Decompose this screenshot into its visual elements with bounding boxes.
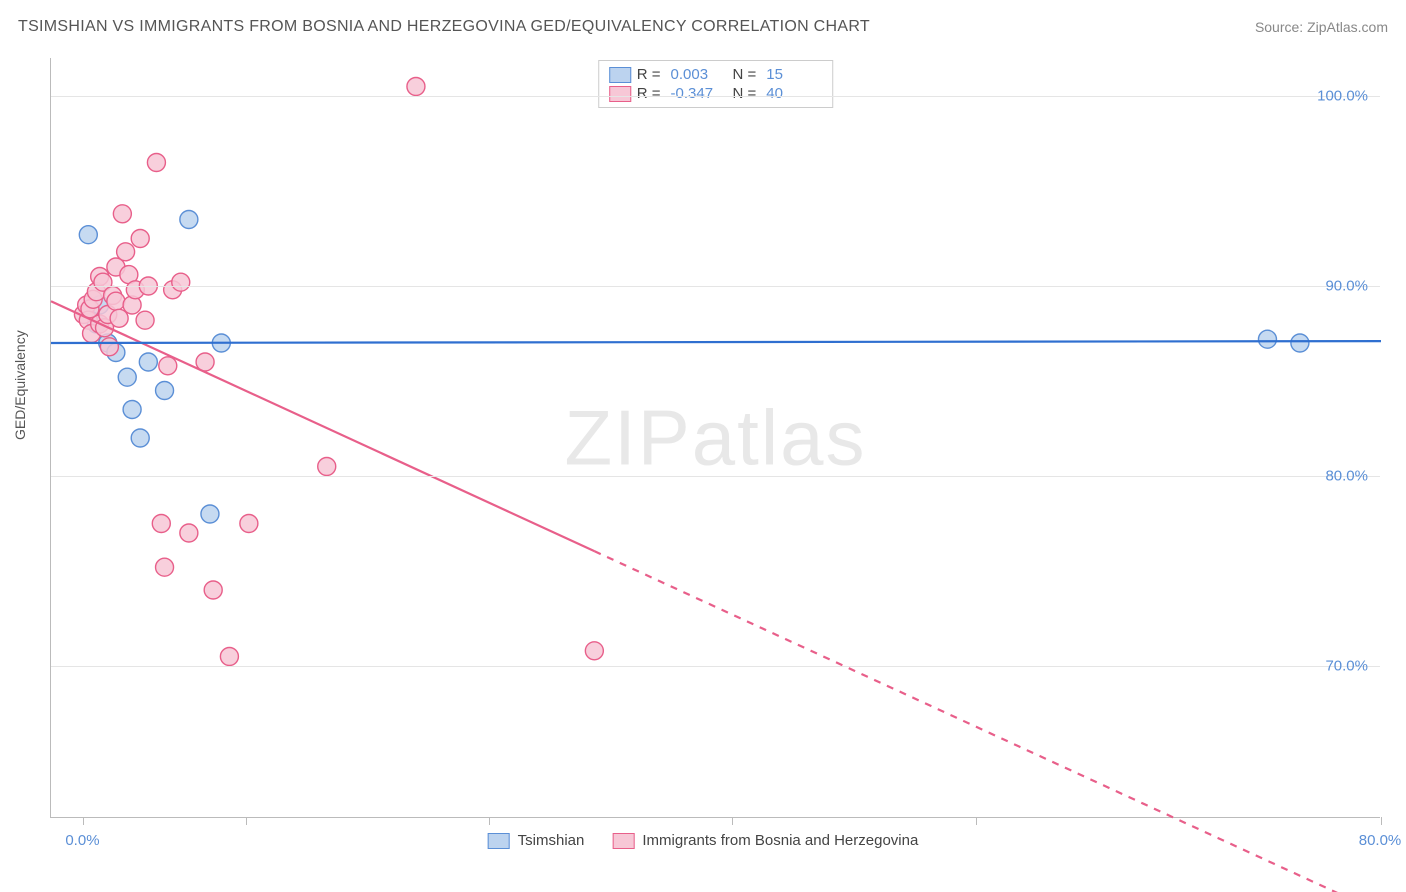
legend-swatch — [609, 67, 631, 83]
data-point — [100, 338, 118, 356]
data-point — [1291, 334, 1309, 352]
n-label: N = — [733, 85, 757, 102]
gridline — [51, 666, 1380, 667]
data-point — [180, 211, 198, 229]
source-label: Source: ZipAtlas.com — [1255, 19, 1388, 35]
gridline — [51, 476, 1380, 477]
data-point — [201, 505, 219, 523]
y-tick-label: 100.0% — [1317, 88, 1368, 105]
r-label: R = — [637, 85, 661, 102]
data-point — [172, 273, 190, 291]
data-point — [156, 382, 174, 400]
data-point — [180, 524, 198, 542]
trend-line — [51, 341, 1381, 343]
legend-swatch — [488, 833, 510, 849]
x-tick-label-right: 80.0% — [1359, 832, 1402, 849]
data-point — [240, 515, 258, 533]
gridline — [51, 96, 1380, 97]
legend-series-item: Immigrants from Bosnia and Herzegovina — [612, 832, 918, 849]
data-point — [123, 401, 141, 419]
x-tick — [732, 817, 733, 825]
legend-series-label: Tsimshian — [518, 832, 585, 849]
legend-series: Tsimshian Immigrants from Bosnia and Herz… — [488, 832, 919, 849]
data-point — [117, 243, 135, 261]
legend-swatch — [612, 833, 634, 849]
n-label: N = — [733, 66, 757, 83]
x-tick — [489, 817, 490, 825]
data-point — [147, 154, 165, 172]
legend-row: R = -0.347 N = 40 — [609, 84, 823, 103]
data-point — [159, 357, 177, 375]
r-value: 0.003 — [671, 66, 727, 83]
title-bar: TSIMSHIAN VS IMMIGRANTS FROM BOSNIA AND … — [18, 18, 1388, 36]
gridline — [51, 286, 1380, 287]
x-tick — [83, 817, 84, 825]
legend-row: R = 0.003 N = 15 — [609, 65, 823, 84]
data-point — [204, 581, 222, 599]
legend-series-item: Tsimshian — [488, 832, 585, 849]
trend-line — [51, 301, 594, 551]
x-tick — [976, 817, 977, 825]
data-point — [136, 311, 154, 329]
data-point — [131, 230, 149, 248]
data-point — [113, 205, 131, 223]
data-point — [79, 226, 97, 244]
data-point — [118, 368, 136, 386]
data-point — [156, 558, 174, 576]
x-tick-label-left: 0.0% — [65, 832, 99, 849]
plot-svg — [51, 58, 1380, 817]
legend-swatch — [609, 86, 631, 102]
plot-area: ZIPatlas R =0.003N =15R =-0.347N =40 70.… — [50, 58, 1380, 818]
y-tick-label: 80.0% — [1325, 468, 1368, 485]
data-point — [220, 648, 238, 666]
y-tick-label: 90.0% — [1325, 278, 1368, 295]
x-tick — [1381, 817, 1382, 825]
data-point — [107, 292, 125, 310]
n-value: 15 — [766, 66, 822, 83]
data-point — [152, 515, 170, 533]
r-value: -0.347 — [671, 85, 727, 102]
x-tick — [246, 817, 247, 825]
y-axis-label: GED/Equivalency — [12, 330, 28, 440]
data-point — [318, 458, 336, 476]
legend-series-label: Immigrants from Bosnia and Herzegovina — [642, 832, 918, 849]
data-point — [131, 429, 149, 447]
data-point — [1258, 330, 1276, 348]
legend-correlation: R = 0.003 N = 15 R = -0.347 N = 40 — [598, 60, 834, 108]
data-point — [139, 353, 157, 371]
n-value: 40 — [766, 85, 822, 102]
y-tick-label: 70.0% — [1325, 658, 1368, 675]
r-label: R = — [637, 66, 661, 83]
data-point — [585, 642, 603, 660]
data-point — [407, 78, 425, 96]
chart-title: TSIMSHIAN VS IMMIGRANTS FROM BOSNIA AND … — [18, 18, 870, 36]
